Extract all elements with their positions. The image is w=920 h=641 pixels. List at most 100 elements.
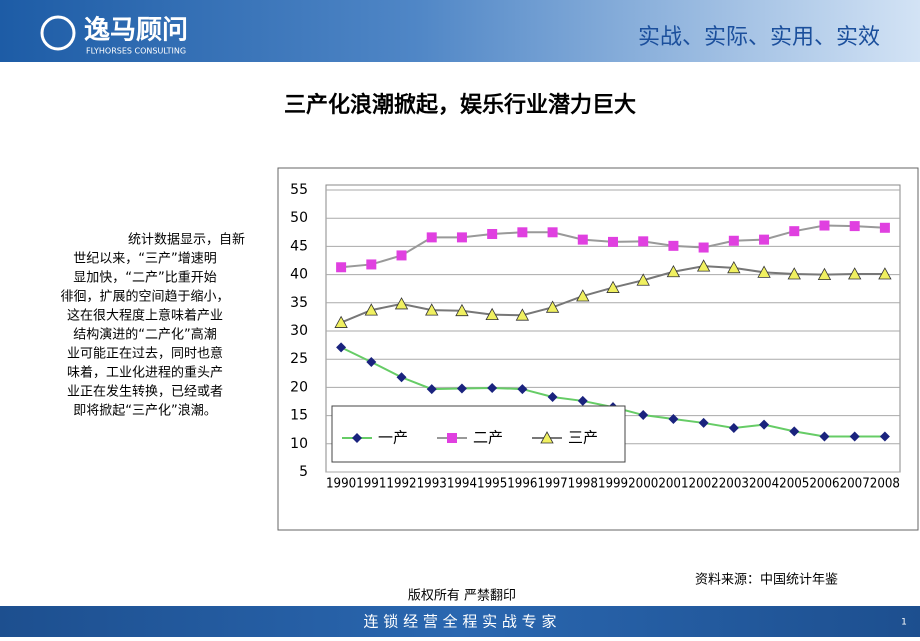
y-tick-label: 45: [290, 238, 308, 254]
marker: [455, 303, 469, 317]
legend-label: 二产: [473, 429, 503, 447]
marker: [487, 382, 498, 393]
marker: [668, 413, 679, 424]
marker: [848, 267, 862, 280]
x-tick-label: 2004: [749, 477, 779, 492]
y-tick-label: 10: [290, 436, 308, 452]
y-tick-label: 25: [290, 351, 308, 367]
marker: [879, 222, 890, 233]
page-number: 1: [901, 618, 907, 628]
marker: [757, 265, 771, 278]
marker: [879, 431, 890, 442]
marker: [606, 280, 620, 293]
marker: [638, 236, 649, 247]
legend-label: 一产: [378, 429, 408, 447]
marker: [787, 267, 801, 280]
marker: [396, 372, 407, 383]
legend-box: [331, 405, 626, 463]
x-tick-label: 2000: [628, 477, 658, 492]
marker: [515, 308, 530, 321]
marker: [636, 273, 650, 286]
paragraph-line: 徘徊，扩展的空间趋于缩小，: [60, 289, 229, 305]
marker: [352, 433, 362, 443]
x-tick-label: 1995: [477, 477, 507, 492]
y-tick-label: 35: [290, 295, 308, 311]
marker: [727, 260, 741, 274]
paragraph-line: 显加快，“二产”比重开始: [73, 270, 216, 286]
marker: [666, 264, 681, 278]
marker: [426, 384, 437, 395]
marker: [447, 433, 457, 443]
marker: [517, 384, 528, 395]
marker: [698, 242, 709, 253]
marker: [517, 227, 528, 238]
paragraph-line: 业可能正在过去，同时也意: [67, 346, 223, 362]
marker: [577, 395, 588, 406]
marker: [789, 226, 800, 237]
marker: [396, 250, 407, 261]
header-bar: [0, 0, 920, 62]
marker: [819, 431, 830, 442]
marker: [608, 236, 618, 247]
x-tick-label: 1993: [417, 477, 447, 492]
marker: [547, 391, 558, 402]
marker: [336, 342, 347, 353]
marker: [576, 289, 590, 302]
paragraph-line: 味着，工业化进程的重头产: [67, 365, 223, 381]
slide-title: 三产化浪潮掀起，娱乐行业潜力巨大: [284, 92, 636, 118]
x-tick-label: 1996: [507, 477, 537, 492]
marker: [334, 315, 348, 328]
marker: [819, 220, 830, 231]
marker: [456, 383, 467, 394]
x-tick-label: 2008: [870, 477, 900, 492]
marker: [668, 240, 679, 251]
paragraph-line: 世纪以来，“三产”增速明: [73, 252, 216, 267]
source: 资料来源：中国统计年鉴: [695, 573, 838, 588]
copyright: 版权所有 严禁翻印: [408, 588, 516, 604]
marker: [366, 259, 377, 270]
y-tick-label: 40: [290, 267, 308, 283]
legend-label: 三产: [568, 429, 598, 447]
y-tick-label: 5: [299, 464, 308, 480]
marker: [817, 267, 832, 280]
y-tick-label: 50: [290, 210, 308, 226]
footer-text: 连 锁 经 营 全 程 实 战 专 家: [364, 613, 557, 631]
logo-name: 逸马顾问: [84, 16, 188, 46]
marker: [336, 262, 347, 273]
y-tick-label: 55: [290, 182, 308, 198]
marker: [485, 307, 499, 321]
marker: [696, 259, 711, 272]
logo-subtitle: FLYHORSES CONSULTING: [86, 47, 186, 56]
marker: [545, 300, 560, 313]
logo-icon: [40, 15, 76, 51]
marker: [849, 221, 860, 232]
marker: [487, 228, 498, 239]
x-tick-label: 2006: [809, 477, 839, 492]
paragraph-line: 统计数据显示，自新: [128, 232, 245, 248]
x-tick-label: 2002: [689, 477, 719, 492]
y-tick-label: 20: [290, 379, 308, 395]
x-tick-label: 1992: [386, 477, 416, 492]
marker: [364, 303, 378, 316]
marker: [759, 234, 770, 245]
marker: [366, 357, 377, 368]
marker: [394, 297, 409, 310]
y-tick-label: 30: [290, 323, 308, 339]
marker: [456, 232, 467, 243]
marker: [878, 267, 892, 280]
marker: [789, 426, 800, 437]
marker: [577, 234, 588, 245]
x-tick-label: 1990: [326, 477, 356, 492]
x-tick-label: 1994: [447, 477, 477, 492]
marker: [638, 410, 649, 421]
x-tick-label: 1991: [356, 477, 386, 492]
y-tick-label: 15: [290, 408, 308, 424]
paragraph-line: 结构演进的“二产化”高潮: [73, 327, 216, 343]
marker: [425, 303, 439, 316]
slogan: 实战、实际、实用、实效: [638, 25, 880, 50]
paragraph-line: 这在很大程度上意味着产业: [67, 308, 223, 324]
paragraph-line: 业正在发生转换，已经或者: [67, 384, 223, 400]
x-tick-label: 1997: [537, 477, 567, 492]
x-tick-label: 2005: [779, 477, 809, 492]
